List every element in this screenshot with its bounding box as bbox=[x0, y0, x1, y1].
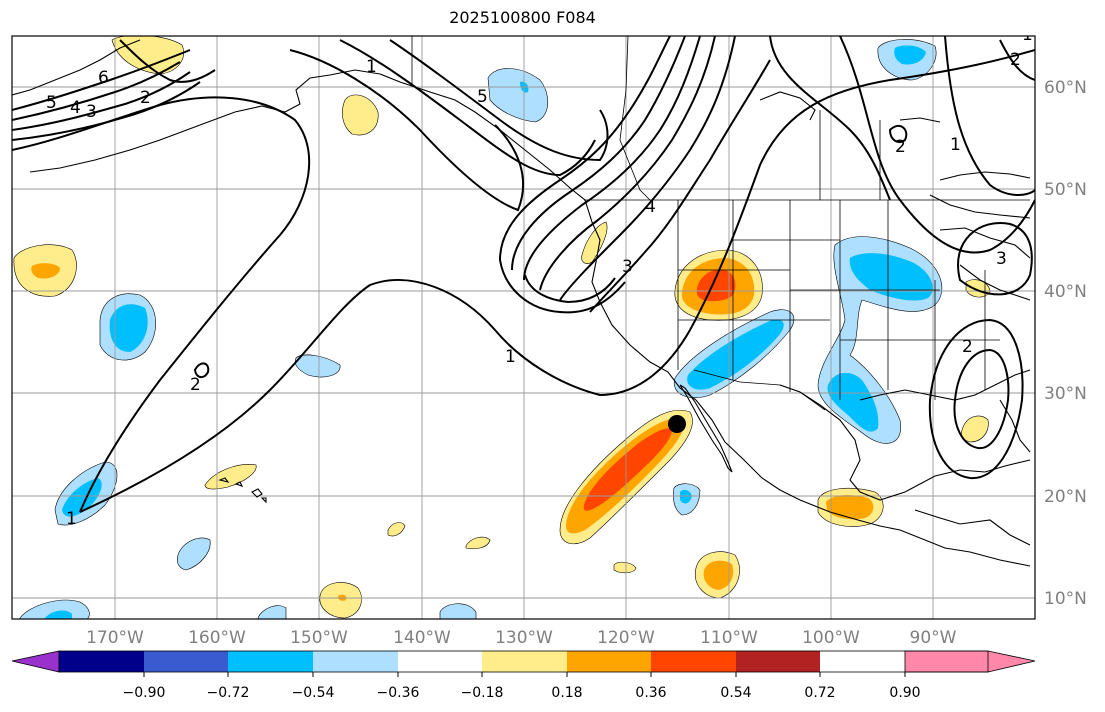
colorbar-extend-low bbox=[11, 650, 60, 673]
contour-label: 2 bbox=[140, 88, 151, 108]
colorbar-segment bbox=[482, 651, 567, 672]
colorbar-segment bbox=[736, 651, 820, 672]
colorbar-segment bbox=[228, 651, 313, 672]
map-title: 2025100800 F084 bbox=[449, 8, 596, 27]
colorbar-tick-label: −0.90 bbox=[123, 685, 166, 701]
colorbar-segment bbox=[651, 651, 736, 672]
longitude-label: 110°W bbox=[700, 628, 758, 648]
contour-label: 6 bbox=[98, 68, 109, 88]
longitude-label: 100°W bbox=[802, 628, 860, 648]
contour-label: 1 bbox=[1022, 25, 1033, 45]
colorbar-tick-label: 0.90 bbox=[889, 685, 920, 701]
contour-label: 5 bbox=[477, 87, 488, 107]
longitude-label: 160°W bbox=[188, 628, 246, 648]
latitude-label: 10°N bbox=[1044, 589, 1087, 609]
colorbar-segment bbox=[398, 651, 482, 672]
colorbar-extend-high bbox=[904, 650, 1036, 673]
contour-label: 1 bbox=[366, 57, 377, 77]
colorbar-tick-label: 0.36 bbox=[635, 685, 666, 701]
location-marker bbox=[668, 415, 686, 433]
latitude-label: 60°N bbox=[1044, 78, 1087, 98]
contour-label: 3 bbox=[86, 102, 97, 122]
colorbar-tick-label: 0.18 bbox=[551, 685, 582, 701]
longitude-label: 140°W bbox=[393, 628, 451, 648]
colorbar-tick-label: 0.72 bbox=[804, 685, 835, 701]
colorbar-segment bbox=[144, 651, 228, 672]
colorbar-tick-label: −0.36 bbox=[377, 685, 420, 701]
contour-label: 2 bbox=[962, 337, 973, 357]
colorbar-segment bbox=[567, 651, 651, 672]
longitude-labels: 170°W 160°W 150°W 140°W 130°W 120°W 110°… bbox=[86, 628, 957, 648]
longitude-label: 150°W bbox=[290, 628, 348, 648]
colorbar-segment bbox=[313, 651, 398, 672]
map-frame bbox=[11, 35, 1036, 620]
shaded-field bbox=[13, 36, 991, 619]
contour-label: 2 bbox=[190, 375, 201, 395]
longitude-label: 170°W bbox=[86, 628, 144, 648]
latitude-labels: 60°N 50°N 40°N 30°N 20°N 10°N bbox=[1044, 78, 1087, 609]
colorbar: −0.90 −0.72 −0.54 −0.36 −0.18 0.18 0.36 … bbox=[11, 650, 1036, 701]
contour-label: 4 bbox=[70, 98, 81, 118]
contour-label: 3 bbox=[996, 249, 1007, 269]
latitude-label: 40°N bbox=[1044, 282, 1087, 302]
colorbar-ticks bbox=[143, 672, 906, 677]
contour-label: 5 bbox=[46, 93, 57, 113]
longitude-label: 120°W bbox=[597, 628, 655, 648]
latitude-label: 50°N bbox=[1044, 180, 1087, 200]
colorbar-tick-label: −0.18 bbox=[461, 685, 504, 701]
country-borders bbox=[411, 36, 1030, 411]
contour-label: 3 bbox=[622, 257, 633, 277]
contour-label: 2 bbox=[1010, 50, 1021, 70]
coastlines bbox=[12, 39, 1031, 567]
longitude-label: 130°W bbox=[495, 628, 553, 648]
contour-lines bbox=[12, 36, 1035, 513]
colorbar-tick-label: −0.54 bbox=[292, 685, 335, 701]
colorbar-tick-label: 0.54 bbox=[720, 685, 751, 701]
contour-label: 1 bbox=[505, 347, 516, 367]
contour-label: 2 bbox=[895, 137, 906, 157]
longitude-label: 90°W bbox=[910, 628, 957, 648]
latitude-label: 30°N bbox=[1044, 384, 1087, 404]
colorbar-tick-label: −0.72 bbox=[207, 685, 250, 701]
contour-label: 1 bbox=[66, 509, 77, 529]
colorbar-segment bbox=[59, 651, 144, 672]
contour-label: 1 bbox=[950, 135, 961, 155]
latitude-label: 20°N bbox=[1044, 487, 1087, 507]
map-plot-area: 6 5 4 3 2 1 2 1 3 4 5 1 2 1 2 3 2 1 bbox=[12, 25, 1035, 619]
contour-label: 4 bbox=[645, 197, 656, 217]
contour-label-group: 6 5 4 3 2 1 2 1 3 4 5 1 2 1 2 3 2 1 bbox=[46, 25, 1033, 529]
